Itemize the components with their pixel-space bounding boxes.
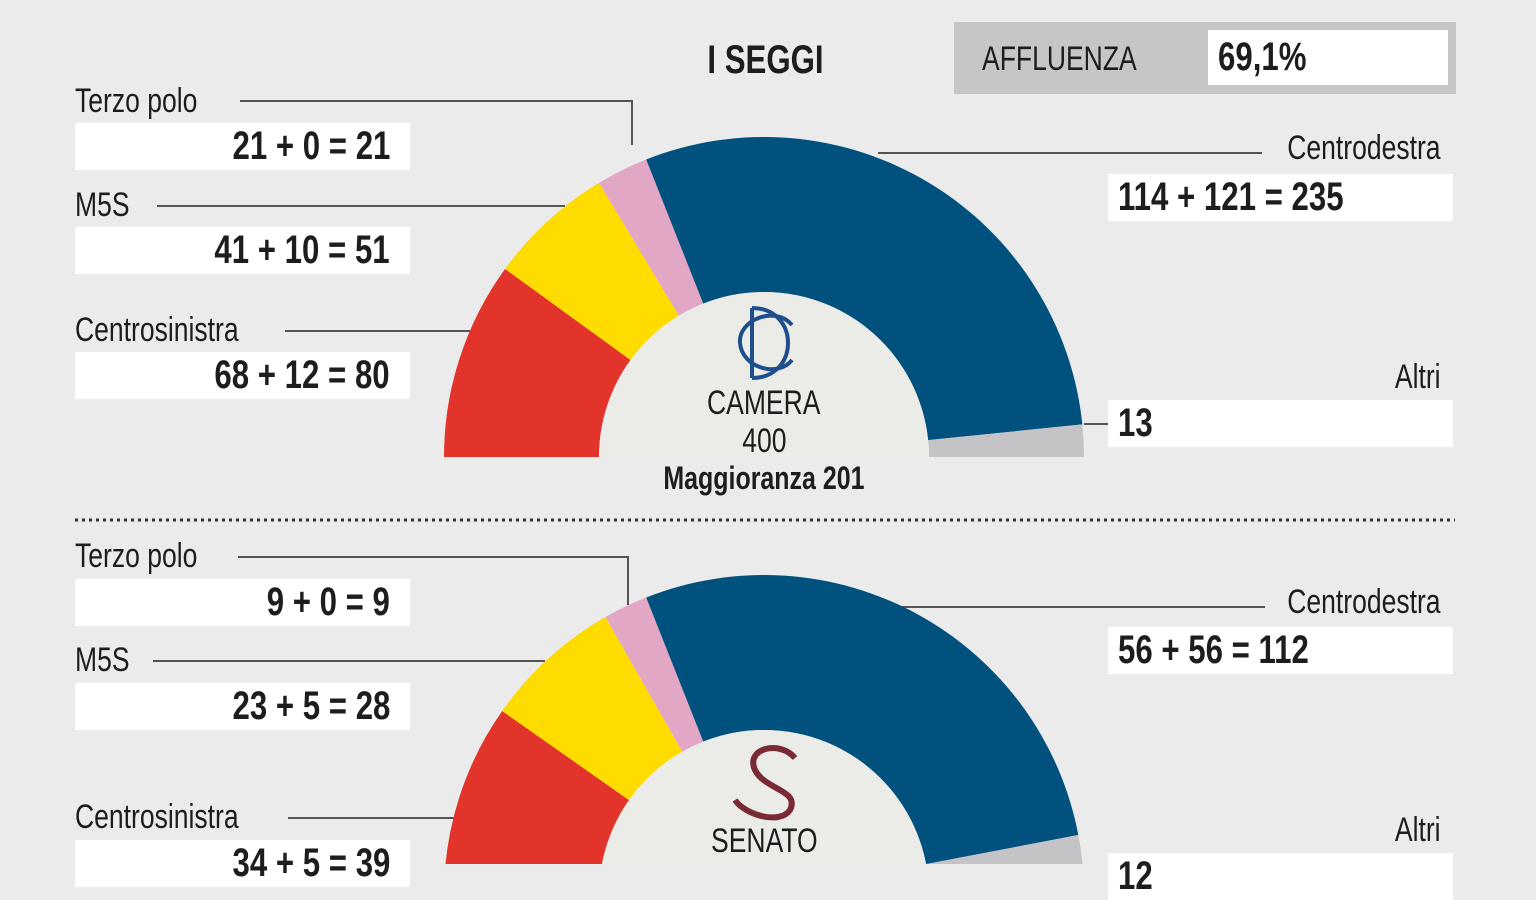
camera-m5s-value: 41 + 10 = 51 bbox=[75, 227, 410, 274]
camera-centrosinistra-value: 68 + 12 = 80 bbox=[75, 352, 410, 399]
senato-name: SENATO bbox=[710, 822, 818, 860]
camera-altri-label: Altri bbox=[1395, 358, 1441, 396]
affluenza-panel: AFFLUENZA 69,1% bbox=[954, 22, 1456, 94]
page-title: I SEGGI bbox=[706, 38, 824, 82]
camera-centrodestra-label: Centrodestra bbox=[1287, 129, 1441, 167]
chart-canvas bbox=[75, 100, 1455, 864]
senato-centrosinistra-label: Centrosinistra bbox=[75, 798, 239, 836]
senato-centrodestra-label: Centrodestra bbox=[1287, 583, 1441, 621]
camera-altri-value: 13 bbox=[1108, 400, 1453, 447]
segment-terzo-polo bbox=[598, 159, 704, 316]
affluenza-value: 69,1% bbox=[1208, 30, 1448, 85]
camera-majority: Maggioranza 201 bbox=[663, 460, 865, 496]
segment-m5s bbox=[505, 182, 679, 361]
senato-logo bbox=[732, 745, 798, 821]
senato-altri-label: Altri bbox=[1395, 811, 1441, 849]
senato-m5s-label: M5S bbox=[75, 641, 130, 679]
donut-center bbox=[601, 730, 927, 864]
senato-altri-value: 12 bbox=[1108, 853, 1453, 900]
camera-name: CAMERA bbox=[707, 384, 821, 422]
senato-m5s-value: 23 + 5 = 28 bbox=[75, 683, 410, 730]
segment-centrodestra bbox=[646, 137, 1083, 441]
segment-centrodestra bbox=[646, 575, 1079, 864]
senato-centrodestra-value: 56 + 56 = 112 bbox=[1108, 627, 1453, 674]
senato-terzo-polo-label: Terzo polo bbox=[75, 537, 198, 575]
camera-centrodestra-value: 114 + 121 = 235 bbox=[1108, 174, 1453, 221]
camera-logo bbox=[738, 306, 794, 380]
senato-half-donut bbox=[445, 575, 1083, 864]
affluenza-label: AFFLUENZA bbox=[982, 40, 1137, 78]
camera-centrosinistra-label: Centrosinistra bbox=[75, 311, 239, 349]
camera-m5s-label: M5S bbox=[75, 186, 130, 224]
camera-terzo-polo-value: 21 + 0 = 21 bbox=[75, 123, 410, 170]
senato-terzo-polo-value: 9 + 0 = 9 bbox=[75, 579, 410, 626]
camera-half-donut bbox=[444, 137, 1084, 457]
leader-lines bbox=[153, 100, 1265, 819]
camera-total: 400 bbox=[741, 422, 787, 460]
segment-m5s bbox=[502, 617, 683, 801]
segment-centrosinistra bbox=[445, 710, 630, 864]
segment-altri bbox=[926, 835, 1083, 864]
segment-terzo-polo bbox=[605, 597, 704, 752]
leader-camera-terzo-polo bbox=[240, 100, 633, 145]
leader-senato-terzo-polo bbox=[238, 556, 629, 605]
segment-centrosinistra bbox=[444, 268, 631, 457]
camera-terzo-polo-label: Terzo polo bbox=[75, 82, 198, 120]
segment-altri bbox=[928, 424, 1084, 457]
